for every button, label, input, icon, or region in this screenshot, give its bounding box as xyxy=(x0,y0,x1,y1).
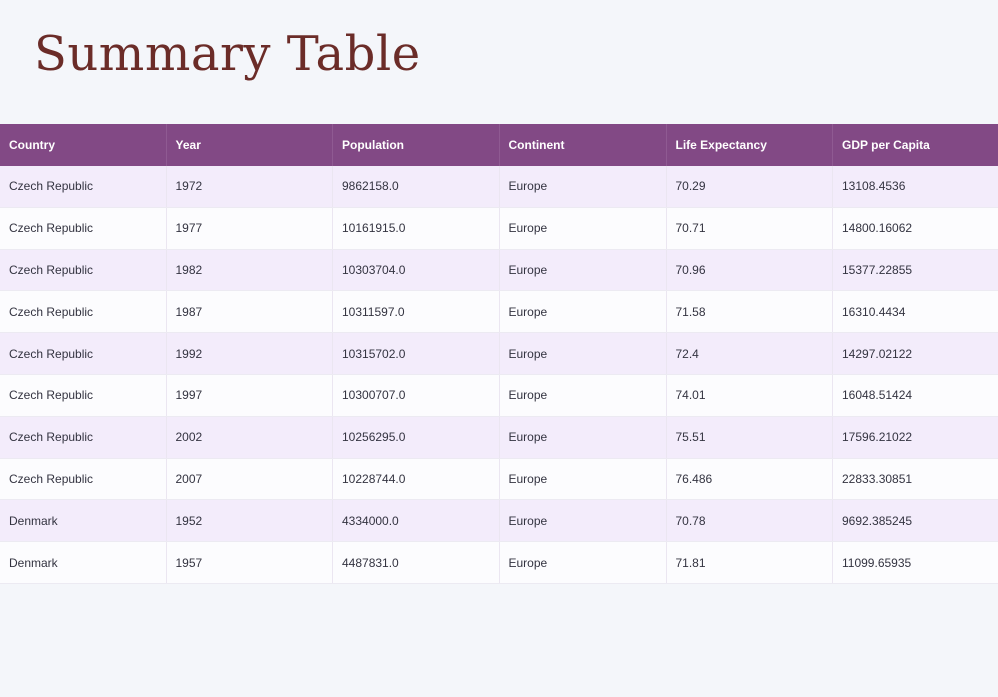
cell-country: Denmark xyxy=(0,542,167,583)
column-header-life-expectancy[interactable]: Life Expectancy xyxy=(667,124,833,166)
cell-year: 1957 xyxy=(167,542,333,583)
column-header-continent[interactable]: Continent xyxy=(500,124,667,166)
cell-continent: Europe xyxy=(500,291,667,333)
cell-population: 10256295.0 xyxy=(333,416,500,458)
cell-life-expectancy: 70.29 xyxy=(667,166,833,207)
cell-continent: Europe xyxy=(500,207,667,249)
cell-life-expectancy: 75.51 xyxy=(667,416,833,458)
column-header-country[interactable]: Country xyxy=(0,124,167,166)
table-row[interactable]: Czech Republic 2002 10256295.0 Europe 75.51 1… xyxy=(0,416,998,459)
cell-life-expectancy: 76.486 xyxy=(667,458,833,500)
cell-gdp-per-capita: 22833.30851 xyxy=(842,471,913,486)
cell-year: 1997 xyxy=(167,374,333,416)
table-row[interactable]: Czech Republic 2007 10228744.0 Europe 76.486… xyxy=(0,458,998,501)
table-body: Czech Republic 1972 9862158.0 Europe 70.29 13… xyxy=(0,166,998,584)
cell-year: 1987 xyxy=(167,291,333,333)
cell-population: 10300707.0 xyxy=(333,374,500,416)
cell-country: Czech Republic xyxy=(0,207,167,249)
cell-population: 10303704.0 xyxy=(333,249,500,291)
cell-country: Czech Republic xyxy=(0,458,167,500)
cell-population: 4334000.0 xyxy=(333,500,500,542)
table-row[interactable]: Czech Republic 1997 10300707.0 Europe 74.01 1… xyxy=(0,374,998,417)
cell-gdp-per-capita: 16048.51424 xyxy=(842,388,913,403)
cell-year: 2007 xyxy=(167,458,333,500)
column-header-gdp-per-capita[interactable]: GDP per Capita xyxy=(842,138,930,152)
cell-life-expectancy: 70.71 xyxy=(667,207,833,249)
cell-population: 10228744.0 xyxy=(333,458,500,500)
cell-continent: Europe xyxy=(500,416,667,458)
table-row[interactable]: Czech Republic 1987 10311597.0 Europe 71.58 1… xyxy=(0,291,998,334)
cell-population: 9862158.0 xyxy=(333,166,500,207)
cell-life-expectancy: 70.78 xyxy=(667,500,833,542)
cell-gdp-per-capita: 9692.385245 xyxy=(842,513,913,528)
cell-continent: Europe xyxy=(500,249,667,291)
cell-continent: Europe xyxy=(500,542,667,583)
cell-year: 1977 xyxy=(167,207,333,249)
cell-year: 1972 xyxy=(167,166,333,207)
table-row[interactable]: Denmark 1952 4334000.0 Europe 70.78 9692.3852… xyxy=(0,500,998,543)
cell-year: 2002 xyxy=(167,416,333,458)
cell-population: 10315702.0 xyxy=(333,333,500,374)
table-row[interactable]: Czech Republic 1972 9862158.0 Europe 70.29 13… xyxy=(0,166,998,208)
page-title: Summary Table xyxy=(34,26,421,82)
cell-country: Czech Republic xyxy=(0,374,167,416)
cell-life-expectancy: 70.96 xyxy=(667,249,833,291)
cell-life-expectancy: 72.4 xyxy=(667,333,833,374)
cell-country: Czech Republic xyxy=(0,249,167,291)
cell-gdp-per-capita: 16310.4434 xyxy=(842,304,906,319)
cell-gdp-per-capita: 13108.4536 xyxy=(842,179,906,194)
table-row[interactable]: Czech Republic 1977 10161915.0 Europe 70.71 1… xyxy=(0,207,998,250)
table-row[interactable]: Denmark 1957 4487831.0 Europe 71.81 11099.659… xyxy=(0,542,998,584)
cell-life-expectancy: 71.58 xyxy=(667,291,833,333)
cell-life-expectancy: 74.01 xyxy=(667,374,833,416)
cell-gdp-per-capita: 15377.22855 xyxy=(842,262,913,277)
cell-population: 10311597.0 xyxy=(333,291,500,333)
cell-population: 4487831.0 xyxy=(333,542,500,583)
cell-gdp-per-capita: 17596.21022 xyxy=(842,430,913,445)
cell-continent: Europe xyxy=(500,458,667,500)
table-row[interactable]: Czech Republic 1982 10303704.0 Europe 70.96 1… xyxy=(0,249,998,292)
cell-continent: Europe xyxy=(500,333,667,374)
cell-country: Czech Republic xyxy=(0,291,167,333)
cell-population: 10161915.0 xyxy=(333,207,500,249)
cell-life-expectancy: 71.81 xyxy=(667,542,833,583)
column-header-year[interactable]: Year xyxy=(167,124,333,166)
cell-gdp-per-capita: 11099.65935 xyxy=(842,555,912,570)
cell-continent: Europe xyxy=(500,374,667,416)
cell-gdp-per-capita: 14800.16062 xyxy=(842,221,913,236)
column-header-population[interactable]: Population xyxy=(333,124,500,166)
summary-table: Country Year Population Continent Life E… xyxy=(0,124,998,584)
cell-country: Denmark xyxy=(0,500,167,542)
cell-continent: Europe xyxy=(500,500,667,542)
cell-country: Czech Republic xyxy=(0,416,167,458)
cell-country: Czech Republic xyxy=(0,333,167,374)
cell-continent: Europe xyxy=(500,166,667,207)
cell-gdp-per-capita: 14297.02122 xyxy=(842,346,913,361)
table-header-row: Country Year Population Continent Life E… xyxy=(0,124,998,166)
cell-year: 1992 xyxy=(167,333,333,374)
cell-country: Czech Republic xyxy=(0,166,167,207)
cell-year: 1952 xyxy=(167,500,333,542)
cell-year: 1982 xyxy=(167,249,333,291)
table-row[interactable]: Czech Republic 1992 10315702.0 Europe 72.4 14… xyxy=(0,333,998,375)
